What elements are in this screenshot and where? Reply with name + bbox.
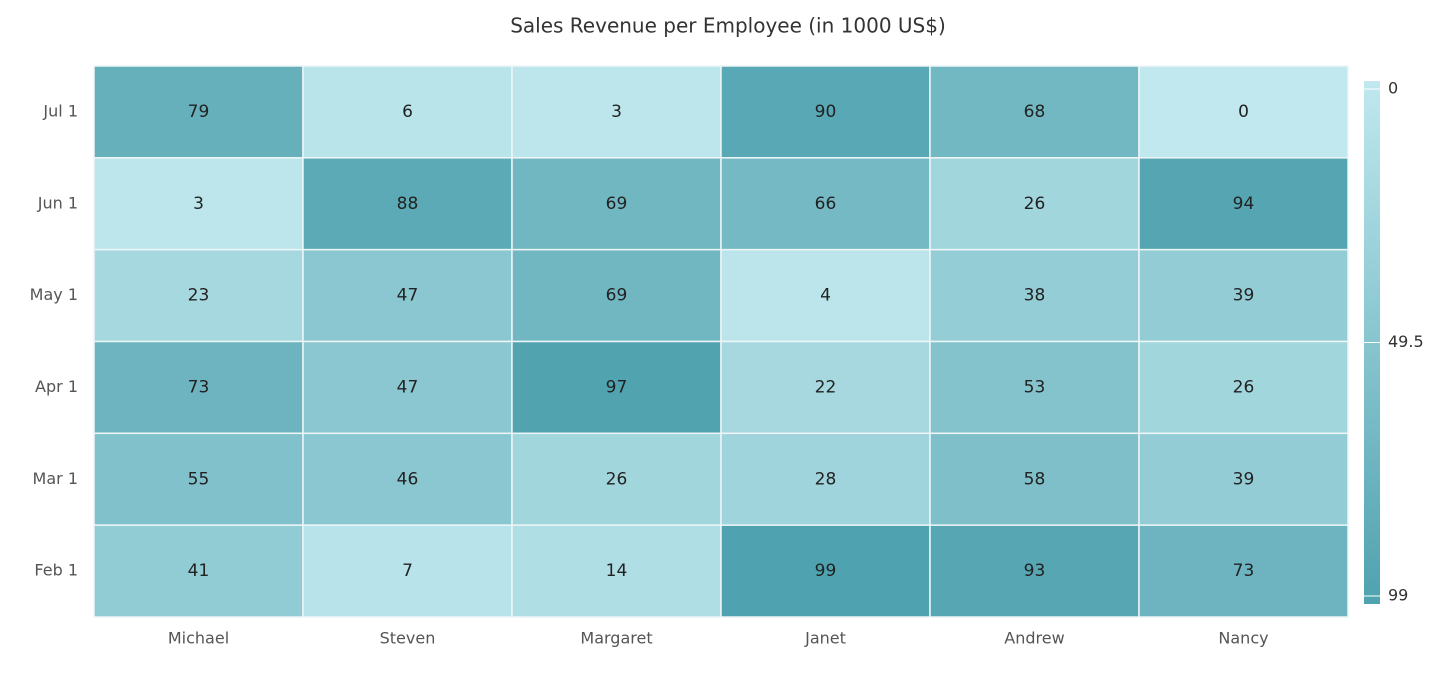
y-tick-label: May 1 bbox=[30, 285, 78, 304]
cell-label: 94 bbox=[1233, 194, 1255, 214]
cell-label: 97 bbox=[606, 377, 628, 397]
x-tick-label: Michael bbox=[168, 629, 229, 648]
heat-cell bbox=[93, 524, 304, 618]
cell-label: 55 bbox=[188, 469, 210, 489]
heat-cell bbox=[93, 432, 304, 526]
legend-tick-label: 99 bbox=[1388, 586, 1408, 605]
heat-cell bbox=[1138, 340, 1349, 435]
heat-cell bbox=[720, 248, 931, 343]
cell-label: 7 bbox=[402, 561, 413, 581]
cell-label: 90 bbox=[815, 102, 837, 122]
heat-cell bbox=[1138, 157, 1349, 251]
cell-label: 88 bbox=[397, 194, 419, 214]
heat-cell bbox=[93, 65, 304, 159]
cell-label: 73 bbox=[1233, 561, 1255, 581]
x-tick-label: Steven bbox=[380, 629, 436, 648]
heat-cell bbox=[929, 524, 1140, 618]
cell-label: 39 bbox=[1233, 469, 1255, 489]
cell-label: 28 bbox=[815, 469, 837, 489]
heat-cell bbox=[1138, 248, 1349, 343]
cell-label: 0 bbox=[1238, 102, 1249, 122]
heat-cell bbox=[720, 157, 931, 251]
cell-label: 4 bbox=[820, 286, 831, 306]
cell-label: 99 bbox=[815, 561, 837, 581]
cell-label: 38 bbox=[1024, 286, 1046, 306]
cell-label: 3 bbox=[611, 102, 622, 122]
cell-label: 69 bbox=[606, 194, 628, 214]
heat-cell bbox=[302, 340, 513, 435]
y-tick-label: Jun 1 bbox=[37, 193, 78, 212]
cell-label: 73 bbox=[188, 377, 210, 397]
cell-label: 93 bbox=[1024, 561, 1046, 581]
heat-cell bbox=[511, 65, 722, 159]
cell-label: 26 bbox=[606, 469, 628, 489]
legend-tick-label: 0 bbox=[1388, 79, 1398, 98]
heat-cell bbox=[511, 432, 722, 526]
cell-label: 26 bbox=[1233, 377, 1255, 397]
cell-label: 23 bbox=[188, 286, 210, 306]
heat-cell bbox=[1138, 524, 1349, 618]
cell-label: 66 bbox=[815, 194, 837, 214]
cell-label: 47 bbox=[397, 377, 419, 397]
cell-label: 39 bbox=[1233, 286, 1255, 306]
chart-title: Sales Revenue per Employee (in 1000 US$) bbox=[510, 14, 946, 38]
heat-cell bbox=[720, 340, 931, 435]
cell-label: 69 bbox=[606, 286, 628, 306]
x-tick-label: Margaret bbox=[580, 629, 652, 648]
cell-label: 3 bbox=[193, 194, 204, 214]
y-tick-label: Feb 1 bbox=[34, 561, 78, 580]
heat-cell bbox=[93, 340, 304, 435]
cell-label: 79 bbox=[188, 102, 210, 122]
heat-cell bbox=[720, 65, 931, 159]
cell-label: 22 bbox=[815, 377, 837, 397]
cell-label: 26 bbox=[1024, 194, 1046, 214]
heat-cell bbox=[511, 340, 722, 435]
heat-cell bbox=[720, 524, 931, 618]
cell-label: 58 bbox=[1024, 469, 1046, 489]
heat-cell bbox=[929, 65, 1140, 159]
heat-cell bbox=[302, 157, 513, 251]
legend-tick-label: 49.5 bbox=[1388, 332, 1424, 351]
x-tick-label: Andrew bbox=[1004, 629, 1064, 648]
x-tick-label: Janet bbox=[804, 629, 846, 648]
heat-cell bbox=[929, 432, 1140, 526]
heat-cell bbox=[1138, 432, 1349, 526]
cell-label: 47 bbox=[397, 286, 419, 306]
heat-cell bbox=[302, 65, 513, 159]
heat-cell bbox=[93, 248, 304, 343]
y-tick-label: Mar 1 bbox=[33, 469, 78, 488]
heat-cell bbox=[1138, 65, 1349, 159]
cell-label: 46 bbox=[397, 469, 419, 489]
cell-label: 41 bbox=[188, 561, 210, 581]
heat-cell bbox=[720, 432, 931, 526]
cell-label: 6 bbox=[402, 102, 413, 122]
cell-label: 68 bbox=[1024, 102, 1046, 122]
heat-cell bbox=[929, 340, 1140, 435]
y-tick-label: Jul 1 bbox=[42, 101, 78, 120]
heat-cell bbox=[302, 248, 513, 343]
heat-cell bbox=[929, 248, 1140, 343]
x-tick-label: Nancy bbox=[1218, 629, 1268, 648]
y-tick-label: Apr 1 bbox=[35, 377, 78, 396]
cell-label: 53 bbox=[1024, 377, 1046, 397]
cell-label: 14 bbox=[606, 561, 628, 581]
